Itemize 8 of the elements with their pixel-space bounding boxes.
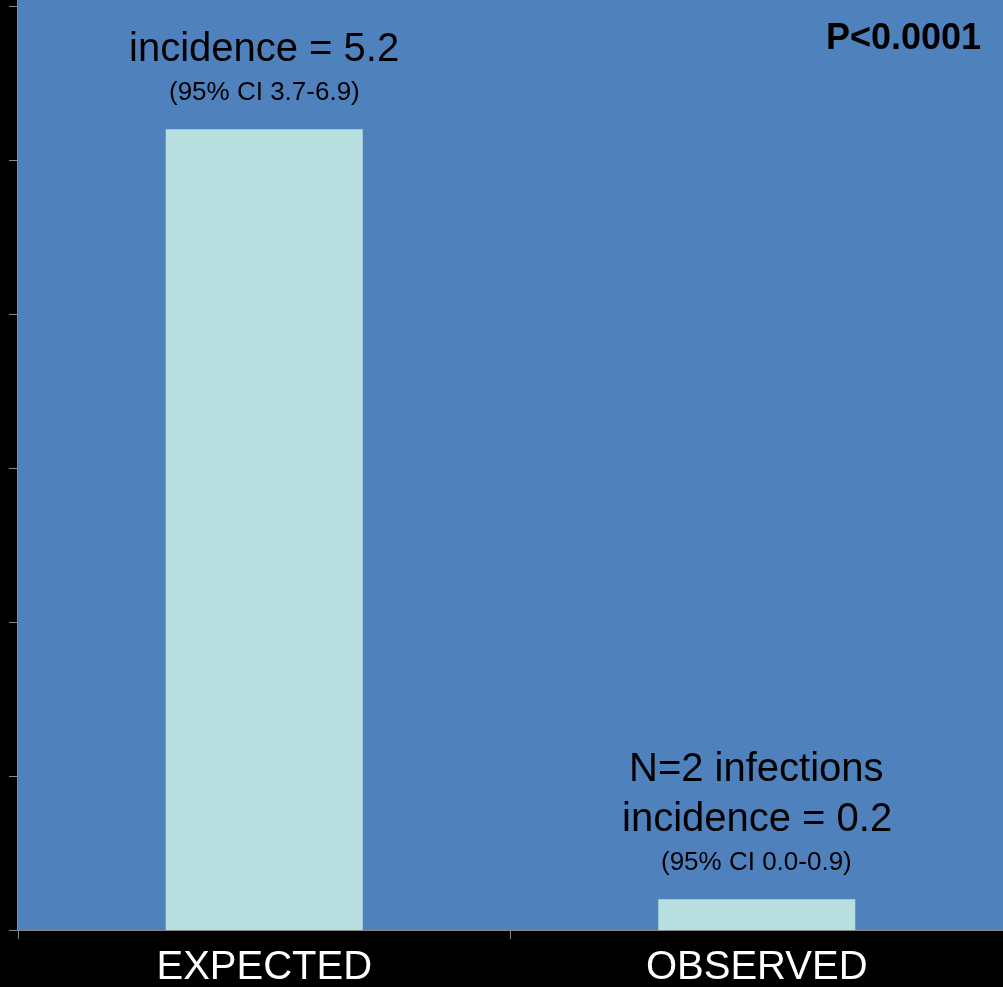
data-label: incidence = 5.2 xyxy=(129,25,400,69)
annotation: N=2 infections xyxy=(629,745,884,789)
x-tick-label: OBSERVED xyxy=(645,943,868,987)
annotation: (95% CI 3.7-6.9) xyxy=(169,76,360,106)
data-label: incidence = 0.2 xyxy=(622,795,893,839)
annotation: (95% CI 0.0-0.9) xyxy=(661,846,852,876)
annotation: P<0.0001 xyxy=(826,16,982,57)
x-tick-label: EXPECTED xyxy=(156,943,373,987)
